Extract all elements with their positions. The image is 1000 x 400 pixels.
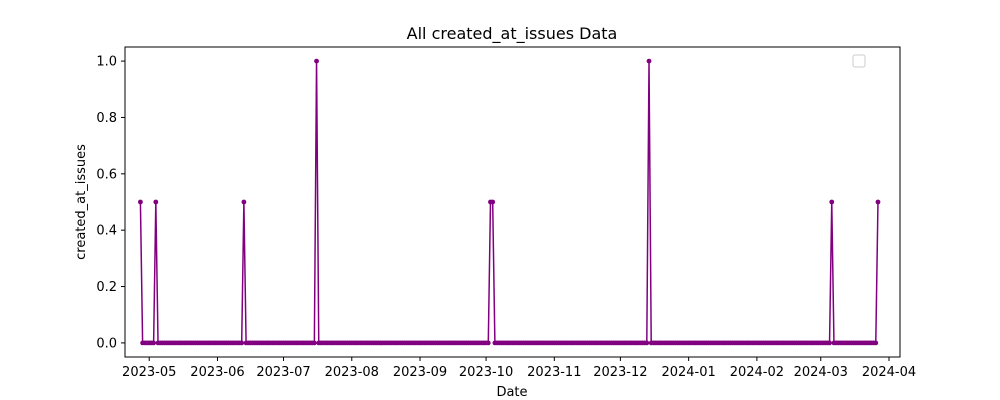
y-tick-label: 0.2 bbox=[96, 280, 117, 295]
data-point bbox=[873, 340, 879, 346]
x-tick-label: 2023-06 bbox=[190, 365, 244, 380]
y-axis-label: created_at_issues bbox=[74, 144, 89, 260]
y-tick-label: 1.0 bbox=[96, 55, 117, 70]
y-tick-label: 0.6 bbox=[96, 167, 117, 182]
legend-box bbox=[852, 54, 866, 68]
y-tick-label: 0.4 bbox=[96, 224, 117, 239]
x-tick-label: 2023-10 bbox=[459, 365, 513, 380]
x-tick-label: 2023-09 bbox=[393, 365, 447, 380]
x-axis-label: Date bbox=[496, 385, 527, 400]
data-point bbox=[151, 340, 157, 346]
data-point bbox=[241, 199, 247, 205]
data-point bbox=[239, 340, 245, 346]
x-tick-label: 2023-11 bbox=[527, 365, 581, 380]
data-point bbox=[644, 340, 650, 346]
data-point bbox=[138, 199, 143, 205]
x-tick-label: 2024-01 bbox=[661, 365, 715, 380]
series-0 bbox=[138, 58, 881, 346]
data-point bbox=[485, 340, 491, 346]
data-point bbox=[646, 58, 652, 64]
data-point bbox=[829, 199, 835, 205]
data-point bbox=[875, 199, 881, 205]
data-point bbox=[314, 58, 319, 64]
axes-frame bbox=[124, 46, 901, 358]
x-tick-label: 2023-12 bbox=[593, 365, 647, 380]
x-tick-label: 2024-04 bbox=[862, 365, 916, 380]
y-tick-label: 0.8 bbox=[96, 111, 117, 126]
data-point bbox=[153, 199, 159, 205]
data-point bbox=[311, 340, 317, 346]
data-point bbox=[827, 340, 832, 346]
data-point bbox=[490, 199, 496, 205]
x-tick-label: 2023-05 bbox=[122, 365, 176, 380]
x-tick-label: 2024-03 bbox=[794, 365, 848, 380]
chart-title: All created_at_issues Data bbox=[407, 24, 618, 44]
plot-area: 2023-05 2023-06 2023-07 2023-08 2023-09 2023-… bbox=[96, 46, 916, 380]
x-tick-label: 2024-02 bbox=[730, 365, 784, 380]
x-tick-label: 2023-08 bbox=[325, 365, 379, 380]
y-tick-label: 0.0 bbox=[96, 336, 117, 351]
x-tick-label: 2023-07 bbox=[256, 365, 310, 380]
